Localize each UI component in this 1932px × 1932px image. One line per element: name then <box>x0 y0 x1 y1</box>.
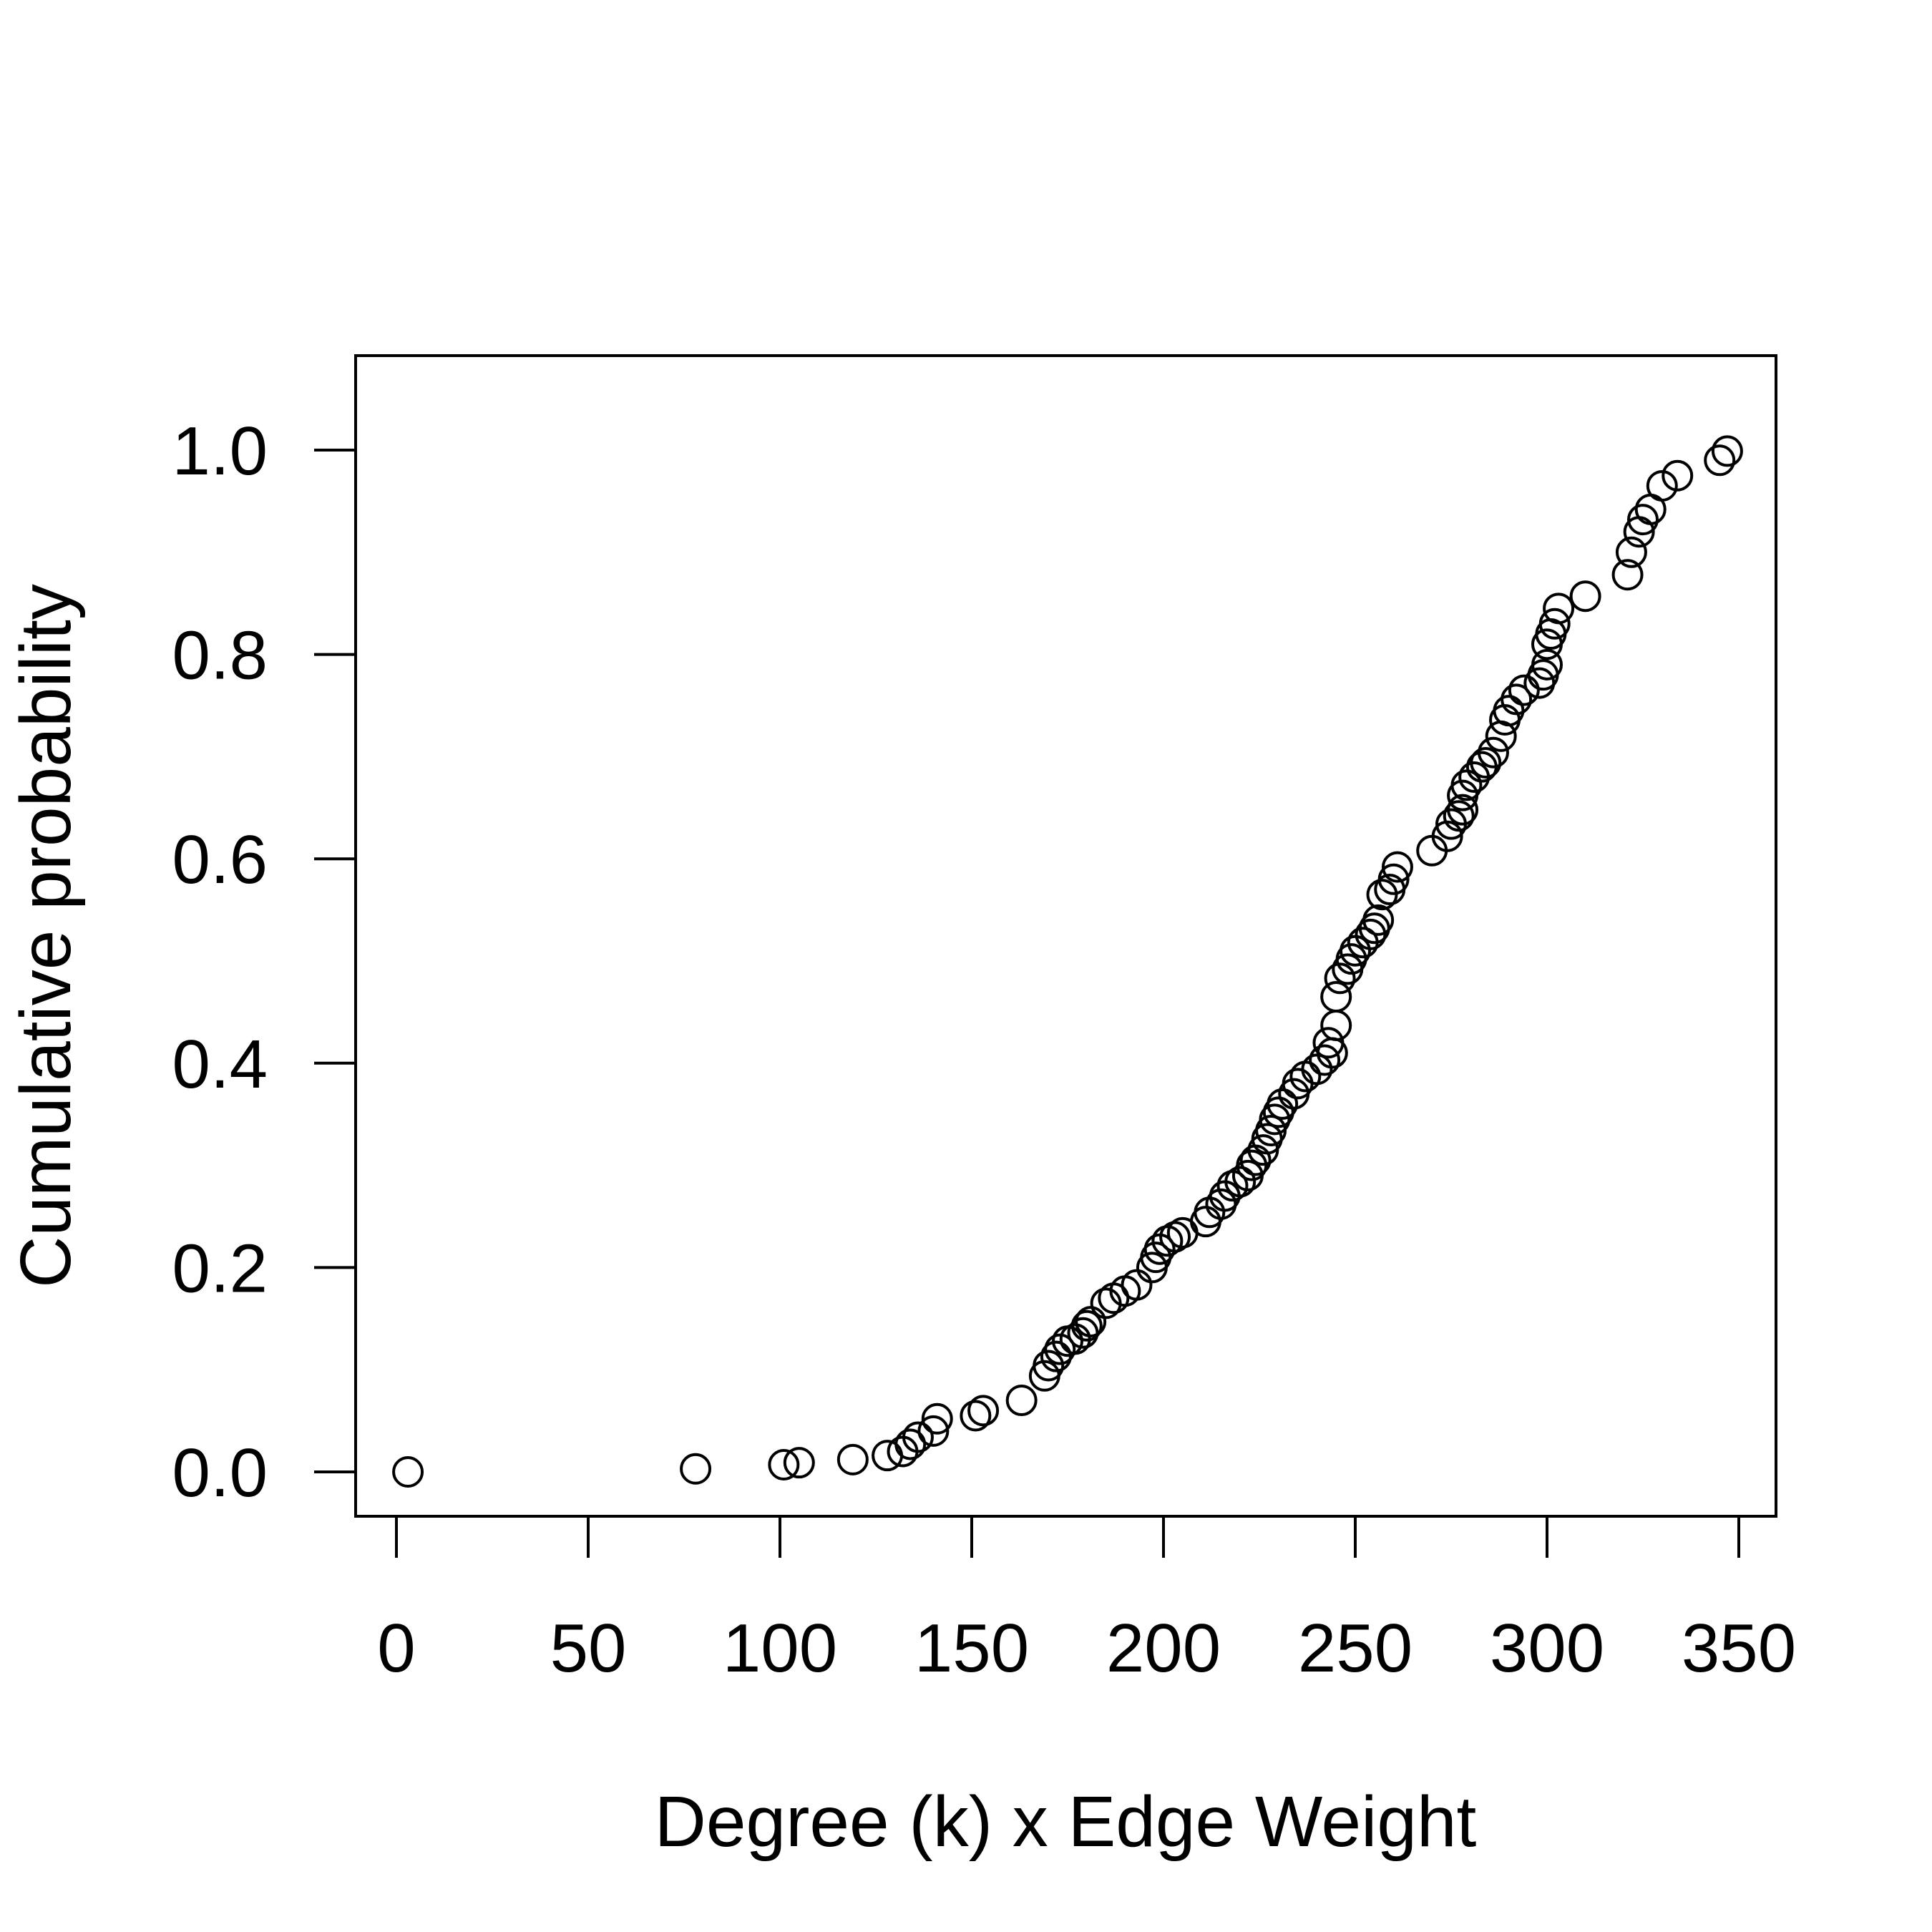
data-point <box>1312 1027 1345 1059</box>
data-point <box>1159 1221 1191 1253</box>
data-point <box>392 1456 424 1488</box>
data-point <box>1005 1385 1038 1417</box>
data-point <box>967 1395 1000 1427</box>
data-point <box>1381 851 1413 883</box>
x-tick-label: 0 <box>377 1610 415 1687</box>
data-point <box>768 1449 800 1481</box>
data-point <box>1377 863 1410 895</box>
data-point <box>1704 444 1736 477</box>
data-point <box>1324 962 1356 995</box>
data-point <box>1508 674 1540 706</box>
data-point <box>1216 1170 1249 1202</box>
data-point <box>1477 736 1509 769</box>
y-tick-label: 0.8 <box>172 618 268 694</box>
data-point <box>1309 1044 1341 1076</box>
data-point <box>894 1428 927 1460</box>
data-point <box>1282 1068 1314 1100</box>
data-point <box>1662 459 1694 492</box>
data-point <box>1320 1009 1352 1041</box>
data-point <box>1470 746 1502 779</box>
data-point <box>1627 504 1659 536</box>
data-point <box>1569 580 1601 613</box>
data-points <box>392 435 1743 1488</box>
data-point <box>921 1402 953 1435</box>
data-point <box>1447 794 1479 826</box>
data-point <box>1033 1350 1065 1382</box>
data-point <box>1538 608 1571 640</box>
data-point <box>1224 1166 1257 1198</box>
data-point <box>1044 1333 1076 1365</box>
plot-frame <box>354 354 1777 1518</box>
data-point <box>783 1447 815 1479</box>
data-point <box>1501 683 1533 716</box>
data-point <box>1615 536 1647 568</box>
x-tick-label: 200 <box>1106 1610 1221 1687</box>
y-tick-label: 0.0 <box>172 1435 268 1511</box>
data-point <box>1320 980 1352 1013</box>
x-tick-label: 50 <box>550 1610 627 1687</box>
data-point <box>1646 469 1678 502</box>
x-tick-label: 150 <box>914 1610 1029 1687</box>
y-axis: 0.0 0.2 0.4 0.6 0.8 1.0 <box>172 413 357 1511</box>
x-axis-label: Degree (k) x Edge Weight <box>655 1782 1477 1862</box>
x-axis: 0 50 100 150 200 250 300 350 <box>377 1515 1796 1687</box>
data-point <box>1543 592 1575 625</box>
data-point <box>1531 648 1563 680</box>
data-point <box>1267 1088 1299 1120</box>
data-point <box>1259 1103 1291 1136</box>
data-point <box>1443 800 1475 832</box>
data-point <box>1151 1225 1184 1257</box>
data-point <box>1075 1306 1107 1338</box>
data-point <box>902 1421 934 1453</box>
data-point <box>1070 1309 1103 1342</box>
data-point <box>1611 559 1644 591</box>
y-tick-label: 0.2 <box>172 1230 268 1307</box>
data-point <box>960 1400 992 1432</box>
data-point <box>1362 904 1395 936</box>
x-tick-label: 350 <box>1682 1610 1796 1687</box>
data-point <box>836 1443 869 1475</box>
data-point <box>1450 769 1483 801</box>
data-point <box>1711 435 1743 467</box>
data-point <box>680 1453 712 1485</box>
x-tick-label: 100 <box>723 1610 837 1687</box>
y-tick-label: 0.4 <box>172 1026 268 1103</box>
x-tick-label: 250 <box>1298 1610 1413 1687</box>
data-point <box>1355 918 1387 950</box>
y-axis-label: Cumulative probability <box>6 584 86 1288</box>
y-tick-label: 1.0 <box>172 413 268 489</box>
x-tick-label: 300 <box>1490 1610 1604 1687</box>
y-tick-label: 0.6 <box>172 821 268 898</box>
data-point <box>917 1415 950 1447</box>
